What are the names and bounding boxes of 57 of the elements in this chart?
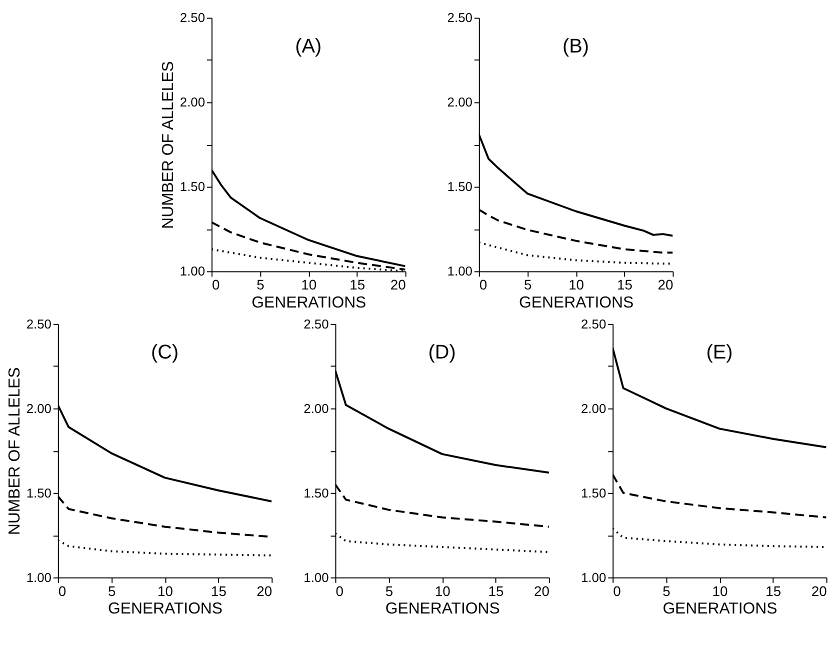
text: (B) [562, 36, 590, 58]
x-tick-label: 15 [766, 582, 782, 599]
y-tick-label: 1.50 [304, 485, 329, 500]
x-tick-label: 5 [524, 276, 532, 293]
x-axis-title: GENERATIONS [662, 600, 778, 618]
x-tick-label: 20 [390, 276, 406, 293]
text: (C) [150, 342, 179, 364]
text: (D) [428, 342, 456, 364]
y-tick-label: 1.00 [447, 264, 472, 279]
x-tick-label: 15 [350, 276, 366, 293]
text: (A) [295, 36, 322, 58]
x-tick-label: 20 [534, 582, 550, 599]
x-tick-label: 0 [479, 276, 488, 293]
y-tick-label: 1.00 [180, 264, 206, 279]
y-tick-label: 2.50 [304, 316, 329, 332]
x-tick-label: 0 [58, 582, 66, 599]
x-axis-title: GENERATIONS [108, 600, 223, 618]
y-tick-label: 2.50 [581, 316, 606, 332]
x-tick-label: 10 [158, 582, 174, 599]
y-tick-label: 2.00 [447, 94, 472, 110]
x-tick-label: 5 [385, 582, 394, 599]
y-tick-label: 1.00 [581, 570, 606, 585]
x-tick-label: 5 [108, 582, 116, 599]
y-tick-label: 1.50 [180, 179, 206, 194]
x-tick-label: 20 [658, 276, 674, 293]
y-tick-label: 2.50 [26, 316, 52, 332]
x-tick-label: 0 [212, 276, 220, 293]
x-tick-label: 0 [336, 582, 344, 599]
y-tick-label: 2.00 [26, 400, 52, 416]
x-tick-label: 20 [256, 582, 272, 599]
x-tick-label: 10 [301, 276, 317, 293]
y-tick-label: 2.50 [180, 10, 206, 26]
x-tick-label: 5 [256, 276, 265, 293]
y-tick-label: 1.00 [26, 570, 52, 585]
y-axis-title: NUMBER OF ALLELES [160, 61, 177, 229]
y-tick-label: 1.50 [447, 179, 472, 194]
y-tick-label: 1.00 [304, 570, 329, 585]
y-tick-label: 2.00 [581, 400, 606, 416]
x-axis-title: GENERATIONS [252, 294, 366, 312]
x-tick-label: 0 [613, 582, 622, 599]
y-tick-label: 2.50 [447, 10, 472, 26]
y-tick-label: 1.50 [26, 485, 52, 500]
x-tick-label: 10 [712, 582, 728, 599]
y-tick-label: 2.00 [180, 94, 206, 110]
text: (E) [706, 342, 733, 364]
x-axis-title: GENERATIONS [385, 600, 500, 618]
x-tick-label: 10 [434, 582, 451, 599]
x-tick-label: 5 [662, 582, 671, 599]
y-tick-label: 1.50 [581, 485, 606, 500]
x-tick-label: 15 [617, 276, 633, 293]
y-axis-title: NUMBER OF ALLELES [6, 367, 24, 536]
x-tick-label: 10 [568, 276, 584, 293]
y-tick-label: 2.00 [304, 400, 329, 416]
x-tick-label: 15 [210, 582, 227, 599]
x-tick-label: 15 [488, 582, 504, 599]
x-tick-label: 20 [811, 582, 828, 599]
x-axis-title: GENERATIONS [519, 294, 634, 312]
